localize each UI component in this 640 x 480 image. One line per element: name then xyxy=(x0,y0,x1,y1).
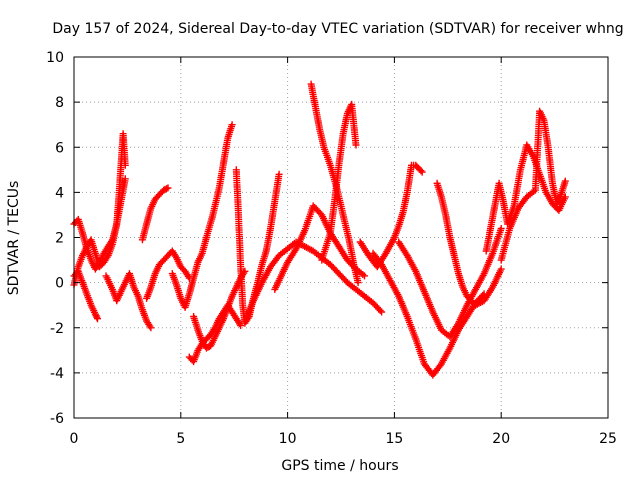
series-sat-s xyxy=(482,141,569,255)
y-tick-label: -4 xyxy=(50,366,64,382)
y-axis-label: SDTVAR / TECUs xyxy=(6,181,22,296)
y-tick-label: -6 xyxy=(50,411,64,427)
series-sat-p xyxy=(369,249,488,379)
series-sat-g xyxy=(168,121,236,311)
grid-lines xyxy=(74,57,608,418)
data-point xyxy=(378,308,386,316)
series-sat-c xyxy=(70,130,129,289)
data-point xyxy=(354,279,362,287)
series-sat-o xyxy=(356,161,426,271)
series-sat-r xyxy=(433,179,505,309)
chart-title: Day 157 of 2024, Sidereal Day-to-day VTE… xyxy=(52,21,623,37)
y-tick-label: 4 xyxy=(55,185,64,201)
x-tick-label: 10 xyxy=(279,431,297,447)
data-points xyxy=(70,80,569,379)
data-point xyxy=(164,184,172,192)
series-sat-n xyxy=(318,100,360,264)
data-point xyxy=(228,121,236,129)
x-tick-label: 25 xyxy=(599,431,617,447)
y-tick-label: 8 xyxy=(55,95,64,111)
x-tick-label: 5 xyxy=(176,431,185,447)
data-point xyxy=(561,177,569,185)
y-tick-label: 10 xyxy=(46,50,64,66)
data-point xyxy=(237,322,245,329)
series-sat-j xyxy=(232,166,283,327)
y-tick-label: -2 xyxy=(50,321,64,337)
data-point xyxy=(147,324,155,332)
data-point xyxy=(418,168,426,176)
x-tick-label: 15 xyxy=(385,431,403,447)
data-point xyxy=(376,307,384,314)
data-point xyxy=(497,265,505,273)
data-point xyxy=(497,225,505,232)
data-point xyxy=(275,170,283,178)
y-tick-label: 6 xyxy=(55,140,64,156)
data-point xyxy=(361,272,368,280)
x-axis-label: GPS time / hours xyxy=(281,458,398,474)
data-point xyxy=(352,141,360,149)
series-sat-q xyxy=(395,225,505,341)
x-tick-label: 0 xyxy=(70,431,79,447)
series-sat-k xyxy=(241,238,386,325)
data-point xyxy=(94,315,101,323)
series-sat-t xyxy=(497,107,569,264)
series-sat-d xyxy=(102,270,155,332)
series-sat-i xyxy=(190,267,249,352)
axis-ticks: 0 5 10 15 20 25 -6 -4 -2 0 2 4 6 8 10 xyxy=(46,50,617,447)
y-tick-label: 2 xyxy=(55,231,64,247)
x-tick-label: 20 xyxy=(492,431,510,447)
data-point xyxy=(163,185,171,193)
y-tick-label: 0 xyxy=(55,276,64,292)
data-point xyxy=(121,175,129,183)
data-point xyxy=(121,161,129,169)
series-sat-e xyxy=(138,184,172,244)
data-point xyxy=(417,167,425,175)
series-sat-f xyxy=(143,247,193,302)
